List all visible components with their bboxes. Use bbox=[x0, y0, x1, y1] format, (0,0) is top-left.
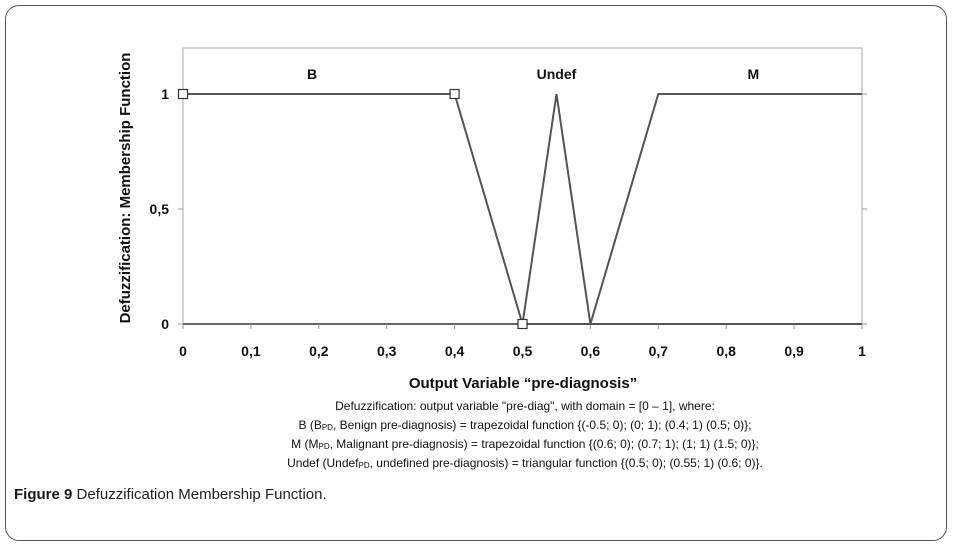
x-tick-label: 0,9 bbox=[784, 343, 804, 359]
region-label: M bbox=[748, 66, 760, 82]
figure-caption-text: Defuzzification Membership Function. bbox=[76, 486, 327, 503]
plot-border bbox=[182, 47, 863, 325]
series-line-undef bbox=[521, 93, 592, 325]
marker-layer bbox=[177, 88, 528, 330]
data-point-marker bbox=[517, 318, 528, 330]
region-labels: B Undef M bbox=[307, 66, 759, 82]
y-tick-label: 1 bbox=[161, 86, 169, 102]
description-line-4: Undef (UndefPD, undefined pre-diagnosis)… bbox=[287, 456, 763, 470]
x-tick-label: 0 bbox=[179, 343, 187, 359]
description-line-3: M (MPD, Malignant pre-diagnosis) = trape… bbox=[291, 437, 759, 451]
y-tick-label: 0 bbox=[161, 316, 169, 332]
series-line-b bbox=[183, 93, 862, 325]
data-point-marker bbox=[177, 88, 189, 100]
y-axis-ticks: 00,51 bbox=[150, 86, 867, 332]
data-point-marker bbox=[449, 88, 460, 100]
y-axis-title: Defuzzification: Membership Function bbox=[117, 53, 134, 324]
plot-area bbox=[182, 47, 863, 325]
description-line-1: Defuzzification: output variable "pre-di… bbox=[335, 399, 715, 413]
x-tick-label: 0,1 bbox=[241, 343, 261, 359]
x-tick-label: 0,3 bbox=[377, 343, 397, 359]
y-tick-label: 0,5 bbox=[150, 201, 170, 217]
x-axis-title: Output Variable “pre-diagnosis” bbox=[409, 375, 637, 392]
figure-caption: Figure 9 Defuzzification Membership Func… bbox=[14, 486, 327, 503]
membership-chart: 0 0,1 0,2 0,3 0,4 0,5 0,6 0,7 0,8 0,9 1 00,51 B Und… bbox=[117, 47, 867, 392]
region-label: Undef bbox=[537, 66, 577, 82]
x-tick-label: 0,6 bbox=[581, 343, 601, 359]
region-label: B bbox=[307, 66, 317, 82]
x-axis-ticks: 0 0,1 0,2 0,3 0,4 0,5 0,6 0,7 0,8 0,9 1 bbox=[179, 324, 866, 359]
series-line-m bbox=[589, 93, 862, 325]
x-tick-label: 0,5 bbox=[513, 343, 533, 359]
x-tick-label: 0,2 bbox=[309, 343, 329, 359]
series-layer bbox=[183, 93, 862, 325]
x-tick-label: 1 bbox=[858, 343, 866, 359]
description-line-2: B (BPD, Benign pre-diagnosis) = trapezoi… bbox=[298, 418, 752, 432]
figure-label: Figure 9 bbox=[14, 486, 73, 503]
x-tick-label: 0,8 bbox=[716, 343, 736, 359]
x-tick-label: 0,4 bbox=[445, 343, 465, 359]
x-tick-label: 0,7 bbox=[649, 343, 669, 359]
